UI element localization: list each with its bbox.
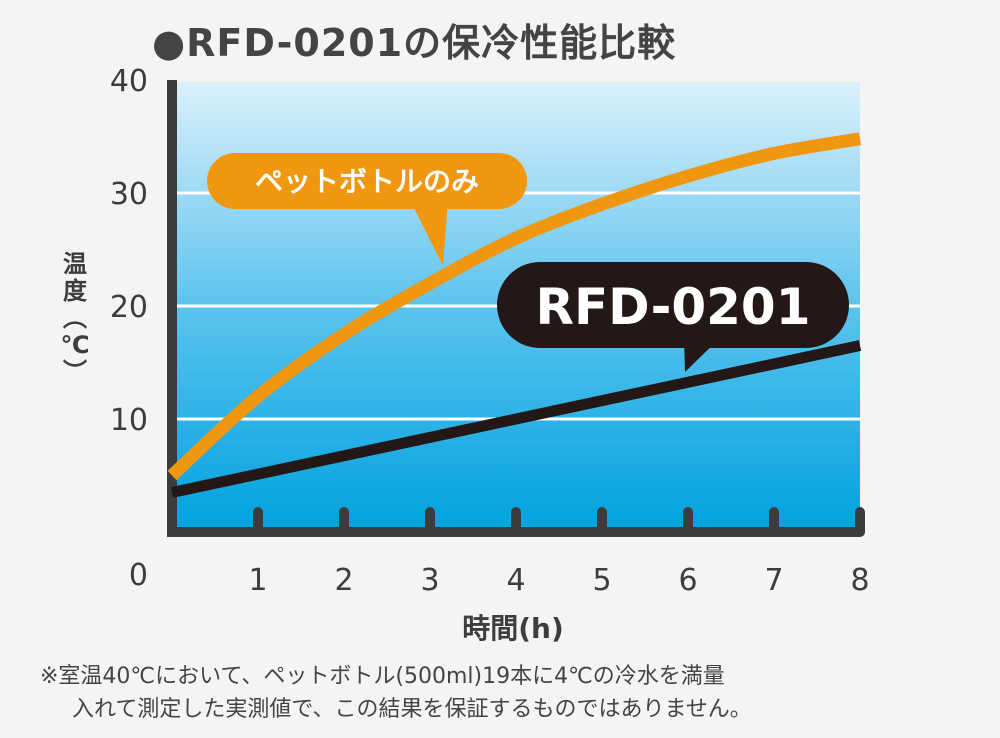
x-tick-label-6: 6	[678, 563, 697, 598]
series-line-1	[170, 340, 862, 498]
series-label-1: RFD-0201	[536, 278, 811, 336]
y-tick-label-30: 30	[110, 177, 148, 212]
footnote-line-1: ※室温40℃において、ペットボトル(500ml)19本に4℃の冷水を満量	[40, 664, 725, 689]
x-tick-label-1: 1	[248, 563, 267, 598]
series-line-0	[167, 132, 862, 481]
chart-title: ●RFD-0201の保冷性能比較	[152, 21, 677, 65]
x-tick-label-5: 5	[592, 563, 611, 598]
x-tick-label-7: 7	[764, 563, 783, 598]
series-label-0: ペットボトルのみ	[255, 165, 479, 198]
x-tick-label-8: 8	[850, 563, 869, 598]
x-tick-label-2: 2	[334, 563, 353, 598]
y-tick-label-20: 20	[110, 290, 148, 325]
x-tick-label-4: 4	[506, 563, 525, 598]
y-tick-label-10: 10	[110, 403, 148, 438]
callout-pointer-1	[684, 336, 722, 372]
x-tick-label-3: 3	[420, 563, 439, 598]
footnote-line-2: 入れて測定した実測値で、この結果を保証するものではありません。	[72, 697, 752, 722]
footnote: ※室温40℃において、ペットボトル(500ml)19本に4℃の冷水を満量 入れて…	[40, 660, 752, 726]
callout-bubble-1	[497, 262, 849, 348]
y-tick-label-0: 0	[129, 558, 148, 593]
y-axis-title: 温度︵ ℃ ︶	[60, 250, 89, 386]
callout-bubble-0	[207, 153, 527, 209]
y-tick-label-40: 40	[110, 64, 148, 99]
callout-pointer-0	[410, 200, 448, 266]
x-axis-title: 時間(h)	[462, 612, 564, 645]
